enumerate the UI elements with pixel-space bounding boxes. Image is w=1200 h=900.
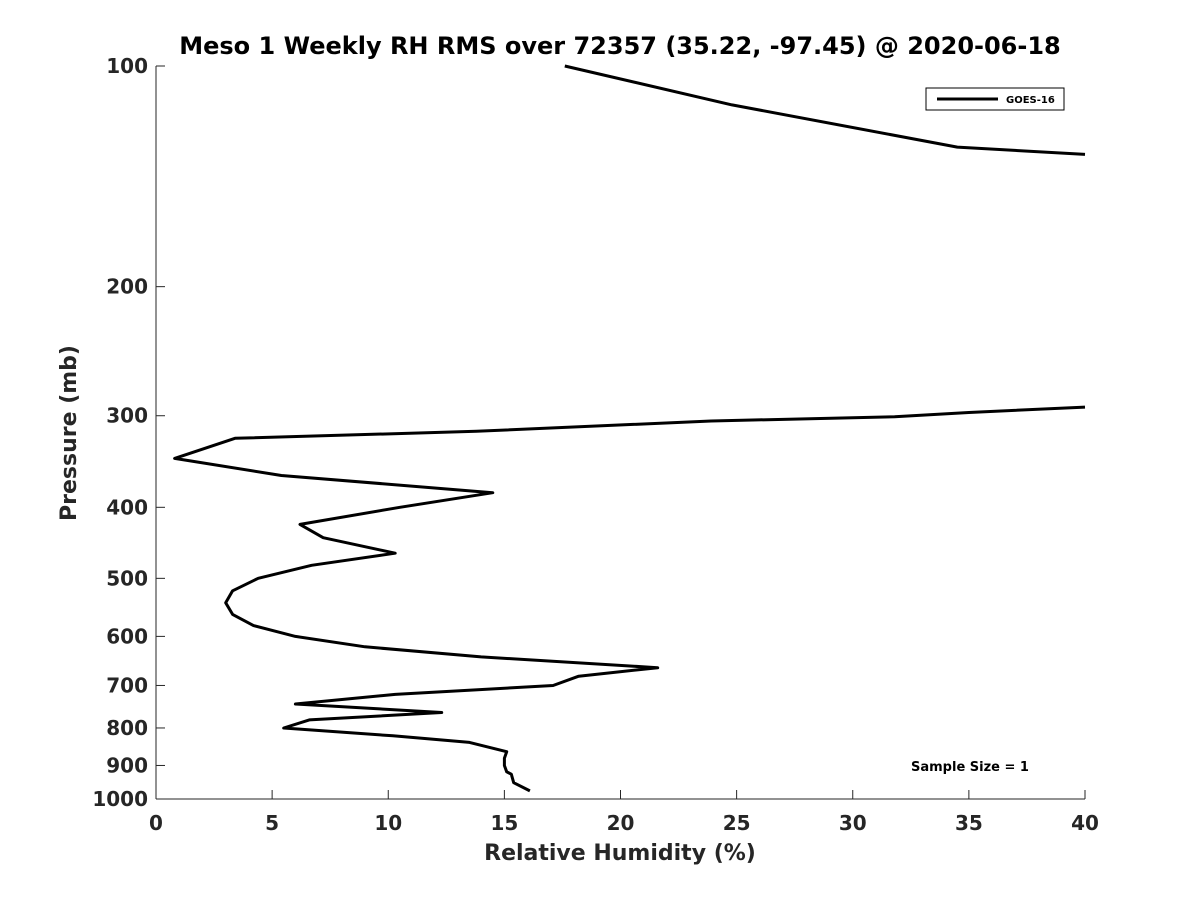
series-line-2 (564, 64, 1086, 156)
y-tick-label-900: 900 (106, 753, 148, 777)
y-tick-label-1000: 1000 (92, 787, 148, 811)
x-tick-label-30: 30 (839, 811, 867, 835)
y-axis-label: Pressure (mb) (57, 345, 82, 521)
x-tick-label-0: 0 (149, 811, 163, 835)
y-tick-label-700: 700 (106, 673, 148, 697)
x-tick-label-20: 20 (607, 811, 635, 835)
x-tick-label-5: 5 (265, 811, 279, 835)
legend-label-goes-16: GOES-16 (1006, 95, 1055, 106)
y-tick-label-100: 100 (106, 54, 148, 78)
sample-size-annotation: Sample Size = 1 (911, 760, 1029, 775)
x-tick-label-35: 35 (955, 811, 983, 835)
y-axis-ticks: 100 200 300 400 500 600 700 800 900 1000 (92, 54, 165, 811)
y-tick-label-800: 800 (106, 716, 148, 740)
y-tick-label-500: 500 (106, 566, 148, 590)
x-tick-label-10: 10 (374, 811, 402, 835)
data-layer (173, 64, 1086, 793)
x-tick-label-15: 15 (490, 811, 518, 835)
x-tick-label-25: 25 (723, 811, 751, 835)
x-axis-ticks: 0 5 10 15 20 25 30 35 40 (149, 790, 1099, 835)
y-tick-label-400: 400 (106, 495, 148, 519)
x-axis-label: Relative Humidity (%) (484, 841, 756, 866)
series-line-1 (173, 405, 1086, 793)
chart-title: Meso 1 Weekly RH RMS over 72357 (35.22, … (179, 32, 1061, 60)
y-tick-label-600: 600 (106, 624, 148, 648)
y-tick-label-200: 200 (106, 275, 148, 299)
legend: GOES-16 (925, 87, 1065, 111)
y-tick-label-300: 300 (106, 404, 148, 428)
plot-area (156, 66, 1085, 799)
x-tick-label-40: 40 (1071, 811, 1099, 835)
